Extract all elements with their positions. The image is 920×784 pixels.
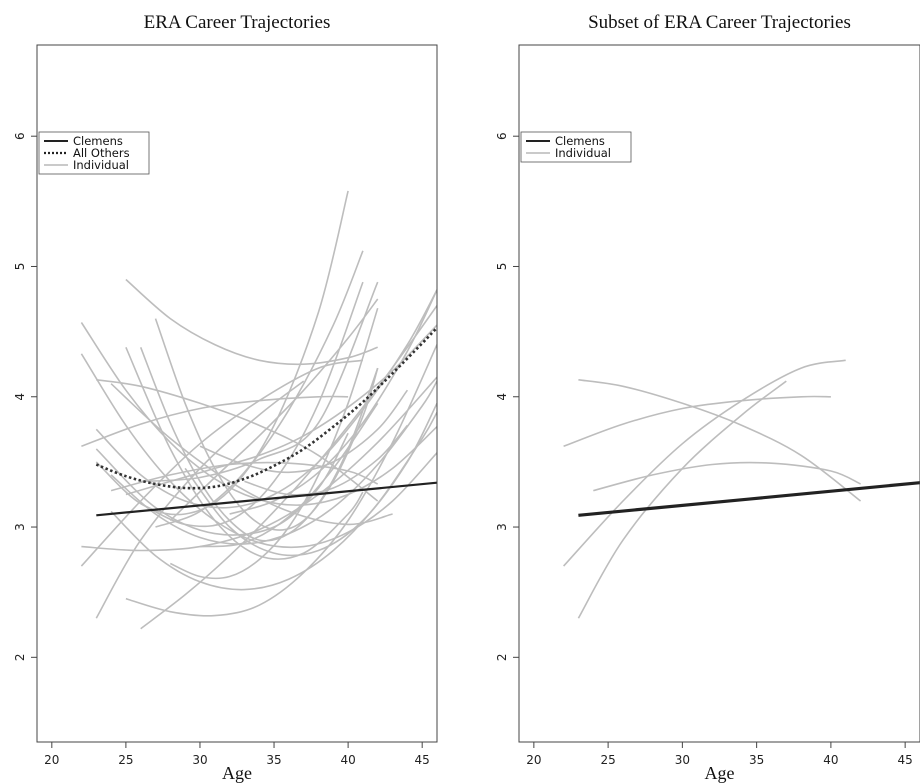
individual-trajectory-line <box>96 379 379 502</box>
x-tick-label: 45 <box>898 753 913 767</box>
individual-trajectory-line <box>184 402 437 557</box>
all-others-line <box>95 326 437 490</box>
y-tick-label: 2 <box>13 653 27 661</box>
individual-trajectory-line <box>95 289 437 509</box>
plot-frame <box>36 44 438 743</box>
clemens-line <box>578 481 920 517</box>
y-tick-label: 5 <box>495 263 509 271</box>
individual-trajectory-line <box>80 322 437 506</box>
plot-frame <box>518 44 920 743</box>
individual-trajectory-line <box>169 298 379 522</box>
individual-trajectory-line <box>169 307 379 580</box>
individual-trajectory-line <box>125 346 364 560</box>
individual-trajectory-line <box>578 379 862 502</box>
individual-trajectory-line <box>139 347 379 542</box>
y-tick-label: 2 <box>495 653 509 661</box>
y-tick-label: 3 <box>495 523 509 531</box>
individual-trajectory-line <box>125 344 437 617</box>
x-tick-label: 35 <box>749 753 764 767</box>
legend-label: Individual <box>73 158 129 172</box>
x-tick-label: 25 <box>118 753 133 767</box>
x-tick-label: 20 <box>44 753 59 767</box>
x-axis-label: Age <box>705 763 735 783</box>
x-tick-label: 35 <box>266 753 281 767</box>
legend-box <box>520 131 632 163</box>
individual-trajectory-line <box>577 380 787 619</box>
individual-trajectory-line <box>110 383 393 526</box>
chart-title: ERA Career Trajectories <box>144 12 331 33</box>
individual-trajectory-line <box>244 424 409 496</box>
x-axis-label: Age <box>222 763 252 783</box>
y-tick-label: 3 <box>13 523 27 531</box>
legend-label: Clemens <box>555 134 605 148</box>
y-tick-label: 4 <box>495 393 509 401</box>
individual-trajectory-line <box>229 289 437 515</box>
individual-trajectory-line <box>140 281 379 483</box>
x-tick-label: 25 <box>600 753 615 767</box>
clemens-line <box>96 481 437 517</box>
individual-trajectory-line <box>140 305 437 630</box>
individual-trajectory-line <box>95 432 349 536</box>
y-tick-label: 6 <box>13 132 27 140</box>
x-tick-label: 40 <box>340 753 355 767</box>
individual-trajectory-line <box>80 353 437 549</box>
individual-trajectory-line <box>563 359 846 567</box>
individual-trajectory-line <box>81 395 349 448</box>
individual-trajectory-line <box>563 395 831 448</box>
series-group <box>563 359 920 619</box>
y-tick-label: 4 <box>13 393 27 401</box>
x-tick-label: 30 <box>675 753 690 767</box>
x-tick-label: 45 <box>415 753 430 767</box>
individual-trajectory-line <box>199 389 409 474</box>
y-tick-label: 6 <box>495 132 509 140</box>
y-tick-label: 5 <box>13 263 27 271</box>
plot-area <box>36 44 438 743</box>
x-tick-label: 30 <box>192 753 207 767</box>
legend-label: Individual <box>555 146 611 160</box>
series-group <box>80 190 437 630</box>
plot-area <box>518 44 920 743</box>
legend-label: All Others <box>73 146 130 160</box>
individual-trajectory-line <box>155 250 364 528</box>
legend-label: Clemens <box>73 134 123 148</box>
x-tick-label: 40 <box>823 753 838 767</box>
individual-trajectory-line <box>593 461 861 492</box>
individual-trajectory-line <box>95 380 305 619</box>
x-tick-label: 20 <box>526 753 541 767</box>
individual-trajectory-line <box>125 278 378 366</box>
individual-trajectory-line <box>199 402 379 548</box>
chart-title: Subset of ERA Career Trajectories <box>588 12 851 33</box>
